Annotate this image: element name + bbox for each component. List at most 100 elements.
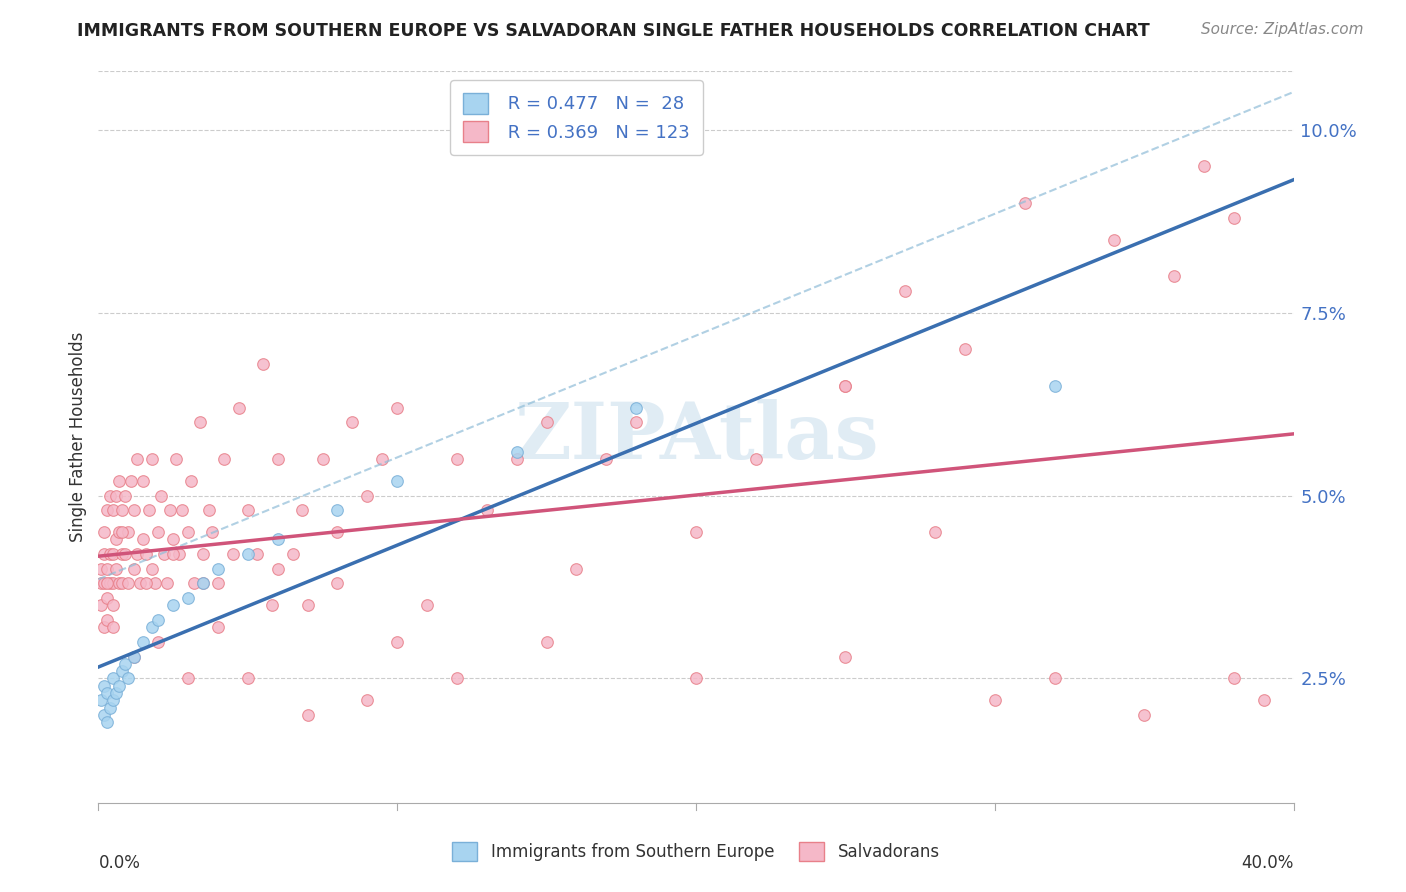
Point (105, 489, 128, 503)
Point (98, 576, 122, 591)
Point (177, 525, 200, 540)
Point (108, 576, 131, 591)
Point (135, 547, 157, 561)
Point (93, 620, 115, 634)
Point (108, 679, 131, 693)
Point (1223, 211, 1246, 225)
Point (103, 503, 125, 517)
Point (326, 503, 349, 517)
Point (124, 562, 146, 576)
Point (385, 474, 409, 488)
Point (96, 503, 118, 517)
Point (267, 533, 290, 547)
Point (236, 503, 259, 517)
Point (172, 503, 194, 517)
Point (446, 452, 468, 467)
Y-axis label: Single Father Households: Single Father Households (69, 332, 87, 542)
Point (108, 525, 131, 540)
Point (111, 576, 134, 591)
Point (96, 715, 118, 730)
Point (177, 591, 200, 605)
Point (1253, 693, 1275, 707)
Point (105, 562, 128, 576)
Point (894, 284, 917, 298)
Point (446, 672, 468, 686)
Point (1014, 196, 1036, 211)
Point (201, 525, 224, 540)
Point (177, 672, 200, 686)
Point (114, 489, 136, 503)
Point (984, 693, 1007, 707)
Point (198, 503, 221, 517)
Point (117, 576, 139, 591)
Text: ZIPAtlas: ZIPAtlas (513, 399, 879, 475)
Point (506, 444, 529, 458)
Point (117, 525, 139, 540)
Point (127, 547, 149, 561)
Point (326, 576, 349, 591)
Point (103, 576, 125, 591)
Point (98, 700, 122, 714)
Point (111, 525, 134, 540)
Point (191, 547, 214, 561)
Point (135, 576, 157, 591)
Point (132, 533, 155, 547)
Point (105, 686, 128, 700)
Point (834, 649, 856, 664)
Point (536, 635, 558, 649)
Point (162, 599, 184, 613)
Point (141, 562, 163, 576)
Point (595, 452, 617, 467)
Point (103, 672, 125, 686)
Text: Source: ZipAtlas.com: Source: ZipAtlas.com (1201, 22, 1364, 37)
Point (506, 452, 529, 467)
Point (124, 649, 146, 664)
Point (165, 452, 187, 467)
Point (108, 474, 131, 488)
Point (246, 547, 269, 561)
Point (311, 452, 333, 467)
Point (1133, 708, 1156, 723)
Point (188, 416, 211, 430)
Point (183, 576, 205, 591)
Point (626, 416, 648, 430)
Point (159, 503, 181, 517)
Point (90, 562, 112, 576)
Point (148, 525, 170, 540)
Point (103, 599, 125, 613)
Text: 40.0%: 40.0% (1241, 854, 1294, 872)
Point (291, 503, 314, 517)
Point (111, 664, 134, 678)
Point (141, 620, 163, 634)
Point (267, 452, 290, 467)
Point (1043, 379, 1066, 393)
Point (207, 620, 229, 634)
Point (191, 576, 214, 591)
Point (111, 547, 134, 561)
Point (93, 576, 115, 591)
Point (93, 679, 115, 693)
Point (297, 708, 319, 723)
Point (105, 533, 128, 547)
Point (212, 452, 235, 467)
Point (207, 576, 229, 591)
Point (1104, 233, 1126, 247)
Point (834, 379, 856, 393)
Legend: Immigrants from Southern Europe, Salvadorans: Immigrants from Southern Europe, Salvado… (446, 835, 946, 868)
Point (207, 562, 229, 576)
Point (98, 547, 122, 561)
Point (536, 416, 558, 430)
Point (103, 693, 125, 707)
Point (297, 599, 319, 613)
Text: IMMIGRANTS FROM SOUTHERN EUROPE VS SALVADORAN SINGLE FATHER HOUSEHOLDS CORRELATI: IMMIGRANTS FROM SOUTHERN EUROPE VS SALVA… (77, 22, 1150, 40)
Point (127, 452, 149, 467)
Point (129, 576, 152, 591)
Point (385, 635, 409, 649)
Point (222, 547, 245, 561)
Text: 0.0%: 0.0% (98, 854, 141, 872)
Point (96, 562, 118, 576)
Point (114, 547, 136, 561)
Point (120, 474, 142, 488)
Point (96, 613, 118, 627)
Point (565, 562, 588, 576)
